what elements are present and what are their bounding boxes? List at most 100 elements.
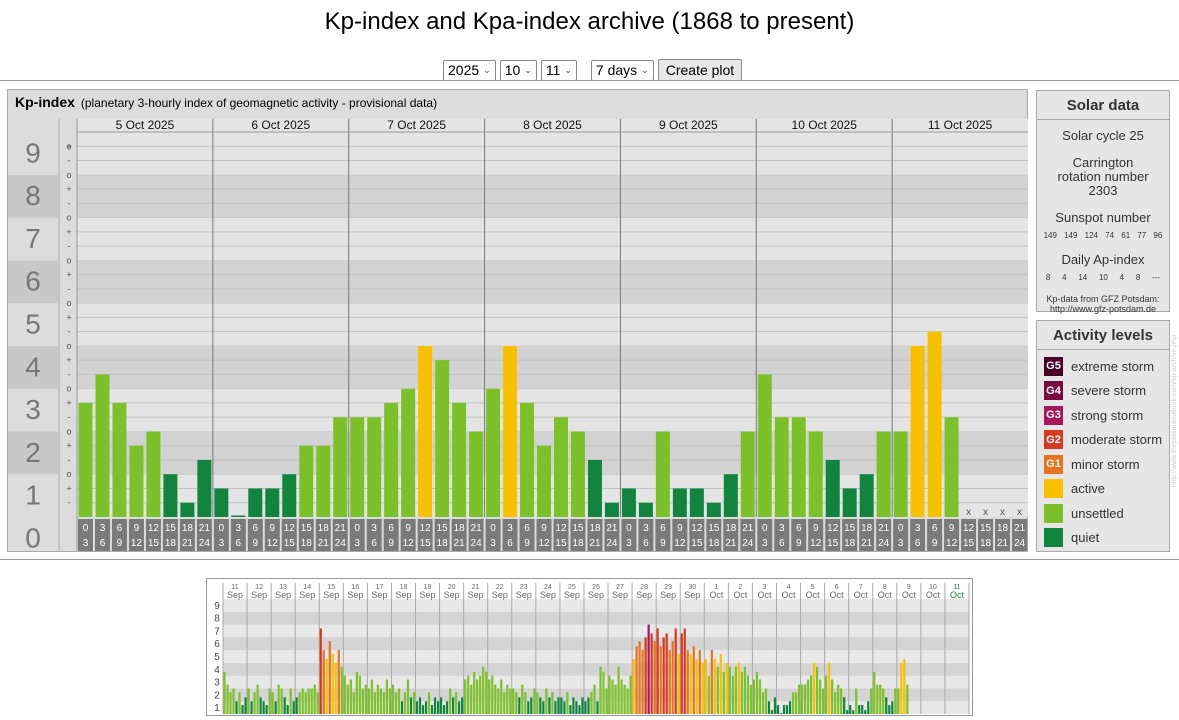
sub-tick-label: + [66, 312, 71, 322]
sunspot-value: 149 [1064, 231, 1078, 240]
sub-tick-label: o [66, 170, 71, 180]
y-tick-label: 3 [25, 394, 41, 425]
kp-bar [740, 431, 755, 517]
interval-end-label: 9 [932, 538, 938, 549]
kp-bar [605, 688, 608, 714]
kp-panel-header: Kp-index (planetary 3-hourly index of geo… [15, 94, 437, 110]
kp-bar [812, 662, 816, 714]
day-select[interactable]: 11 ⌄ [540, 59, 577, 81]
interval-start-label: 0 [762, 523, 768, 534]
credit-link[interactable]: http://www.gfz-potsdam.de [1049, 304, 1157, 314]
interval-start-label: 12 [555, 523, 567, 534]
interval-end-label: 15 [691, 538, 703, 549]
sub-tick-label: o [66, 384, 71, 394]
interval-tick-box [247, 519, 263, 551]
interval-start-label: 9 [134, 523, 140, 534]
activity-level-swatch: G4 [1044, 381, 1063, 401]
interval-end-label: 6 [915, 538, 921, 549]
kp-bar [859, 474, 874, 517]
interval-end-label: 21 [725, 538, 737, 549]
activity-level-label: moderate storm [1071, 432, 1163, 448]
day-number-label: 24 [544, 584, 552, 591]
create-plot-button[interactable]: Create plot [657, 59, 743, 81]
kp-bar [728, 666, 731, 714]
kp-bar [403, 692, 407, 714]
day-label: 8 Oct 2025 [523, 118, 582, 132]
ap-index-value: 4 [1119, 273, 1125, 282]
interval-end-label: 18 [437, 538, 449, 549]
y-tick-label: 6 [25, 266, 41, 297]
span-select[interactable]: 7 days ⌄ [590, 59, 654, 81]
kp-bar [248, 488, 263, 517]
band [77, 174, 1028, 218]
kp-bar [412, 692, 416, 714]
kp-bar [791, 417, 806, 517]
y-tick-label: 7 [25, 223, 41, 254]
kp-bar [590, 692, 593, 714]
kp-bar [355, 671, 358, 714]
interval-start-label: 0 [898, 523, 904, 534]
kp-bar [283, 697, 286, 714]
band [77, 345, 1028, 389]
kp-bar [470, 684, 473, 714]
month-select[interactable]: 10 ⌄ [499, 59, 537, 81]
day-number-label: 13 [279, 584, 287, 591]
interval-start-label: 3 [507, 523, 513, 534]
sub-tick-label: - [68, 369, 71, 379]
interval-end-label: 9 [524, 538, 530, 549]
interval-start-label: 21 [199, 523, 211, 534]
interval-tick-box [400, 519, 416, 551]
kp-bar [569, 705, 572, 714]
month-label: Sep [492, 590, 508, 600]
interval-tick-box [553, 519, 569, 551]
interval-start-label: 3 [779, 523, 785, 534]
sunspot-value: 124 [1084, 231, 1098, 240]
interval-tick-box [995, 519, 1011, 551]
kp-bar [581, 697, 584, 714]
interval-start-label: 18 [318, 523, 330, 534]
kp-bar [180, 502, 195, 517]
kp-bar [764, 688, 768, 714]
day-label: 6 Oct 2025 [251, 118, 310, 132]
kp-bar [418, 697, 422, 714]
interval-tick-box [145, 519, 161, 551]
kp-bar [782, 705, 786, 714]
kp-bar [578, 705, 581, 714]
kp-bar [146, 431, 161, 517]
kp-bar [262, 701, 265, 714]
interval-end-label: 24 [1014, 538, 1026, 549]
month-label: Oct [902, 590, 917, 600]
kp-bar [455, 692, 458, 714]
interval-tick-box [842, 519, 858, 551]
kp-bar [632, 659, 635, 714]
activity-level-label: quiet [1071, 530, 1100, 546]
kp-bar [837, 684, 840, 714]
kp-bar [533, 688, 536, 714]
interval-tick-box [604, 519, 620, 551]
kp-bar [298, 692, 301, 714]
kp-bar [515, 692, 518, 714]
kp-panel-title: Kp-index [15, 94, 75, 110]
kp-bar [241, 705, 244, 714]
interval-tick-box [672, 519, 688, 551]
interval-start-label: 21 [606, 523, 618, 534]
interval-tick-box [978, 519, 994, 551]
activity-level-label: active [1071, 481, 1105, 497]
interval-end-label: 6 [643, 538, 649, 549]
y-tick-label: 9 [214, 601, 220, 612]
kp-bar [794, 692, 798, 714]
day-number-label: 1 [714, 584, 718, 591]
kp-bar [757, 374, 772, 517]
month-label: Oct [878, 590, 893, 600]
year-select[interactable]: 2025 ⌄ [443, 59, 496, 81]
interval-end-label: 18 [572, 538, 584, 549]
kp-bar [280, 688, 283, 714]
solar-cycle: Solar cycle 25 [1062, 128, 1144, 143]
activity-level-swatch: G5 [1044, 356, 1063, 376]
interval-tick-box [723, 519, 739, 551]
kp-bar [767, 701, 771, 714]
day-label: 10 Oct 2025 [792, 118, 858, 132]
y-tick-label: 2 [25, 437, 41, 468]
y-tick-label: 5 [214, 652, 220, 663]
interval-end-label: 24 [471, 538, 483, 549]
